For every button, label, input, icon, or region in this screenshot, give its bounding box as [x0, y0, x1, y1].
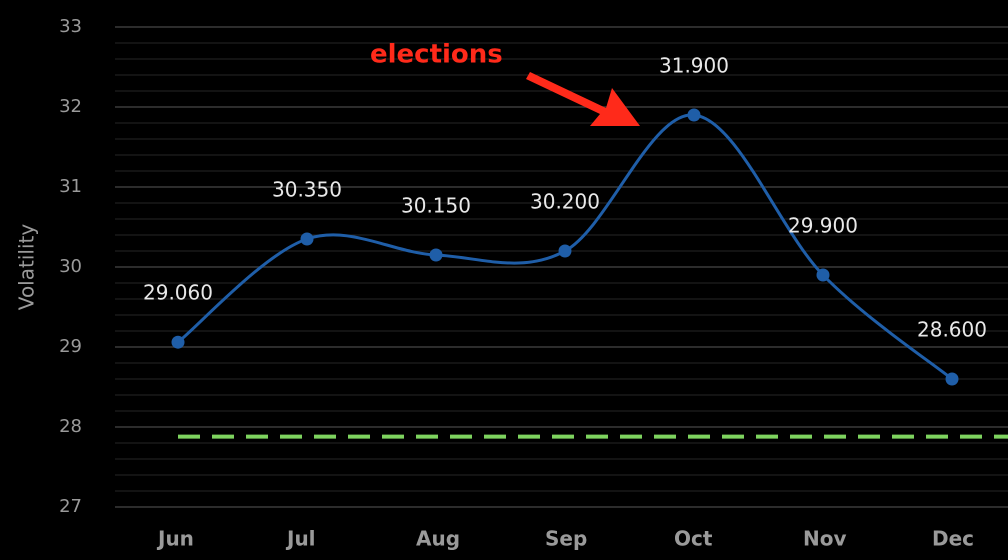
y-tick-label: 30 — [59, 256, 82, 277]
x-tick-label: Sep — [545, 527, 587, 551]
y-tick-label: 29 — [59, 336, 82, 357]
point — [558, 244, 572, 258]
x-tick-label: Aug — [416, 527, 460, 551]
y-axis-label: Volatility — [15, 224, 39, 311]
point — [171, 335, 185, 349]
point — [687, 108, 701, 122]
y-tick-label: 27 — [59, 496, 82, 517]
data-label: 30.350 — [272, 178, 342, 202]
x-tick-label: Nov — [803, 527, 847, 551]
plot: 29.060 30.350 30.150 30.200 31.900 29.900 28.6… — [143, 54, 987, 386]
x-tick-label: Dec — [932, 527, 974, 551]
point — [945, 372, 959, 386]
y-tick-label: 33 — [59, 16, 82, 37]
data-label: 30.200 — [530, 190, 600, 214]
point — [300, 232, 314, 246]
annotation: elections — [370, 40, 640, 126]
data-label: 30.150 — [401, 194, 471, 218]
data-label: 31.900 — [659, 54, 729, 78]
y-tick-label: 32 — [59, 96, 82, 117]
data-label: 28.600 — [917, 318, 987, 342]
point — [429, 248, 443, 262]
x-tick-label: Jun — [156, 527, 194, 551]
y-tick-label: 28 — [59, 416, 82, 437]
data-label: 29.900 — [788, 214, 858, 238]
x-tick-label: Jul — [285, 527, 316, 551]
annotation-arrow — [526, 72, 640, 126]
data-label: 29.060 — [143, 281, 213, 305]
y-tick-label: 31 — [59, 176, 82, 197]
point — [816, 268, 830, 282]
annotation-text: elections — [370, 40, 503, 70]
grid: 27 28 29 30 31 32 33 Jun Jul Aug Sep Oct Nov Dec — [59, 16, 1008, 551]
x-tick-label: Oct — [674, 527, 713, 551]
